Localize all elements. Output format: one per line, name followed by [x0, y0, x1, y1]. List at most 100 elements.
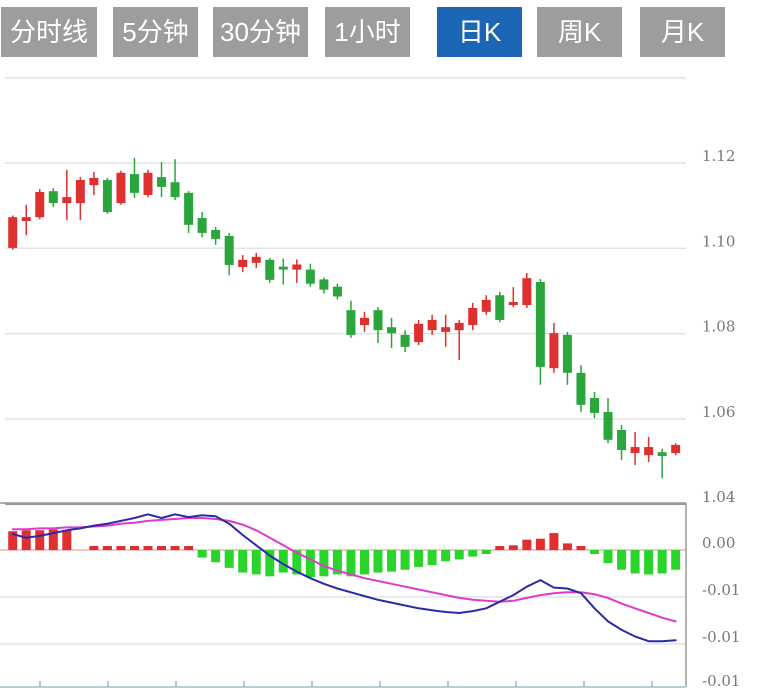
price-pane-grid	[5, 76, 686, 505]
candle-body	[617, 429, 627, 451]
macd-bar	[129, 546, 139, 550]
candle-body	[332, 286, 342, 297]
macd-bar	[468, 550, 478, 557]
macd-bar	[170, 546, 180, 550]
candle-body	[495, 295, 505, 320]
candle-body	[265, 259, 275, 280]
tab-timeline[interactable]: 分时线	[1, 7, 97, 57]
macd-bar	[48, 529, 58, 550]
candle-body	[535, 281, 545, 367]
macd-bar	[562, 543, 572, 550]
candle-body	[359, 317, 369, 326]
macd-bar	[617, 550, 627, 570]
macd-bar	[495, 546, 505, 550]
price-axis-label: 1.12	[702, 147, 735, 165]
macd-bar	[373, 550, 383, 573]
macd-bar	[197, 550, 207, 558]
candle-body	[278, 266, 288, 270]
macd-bar	[265, 550, 275, 577]
macd-bar	[292, 550, 302, 575]
price-axis-labels: 1.12 1.10 1.08 1.06 1.04	[702, 147, 735, 506]
candle-body	[170, 182, 180, 198]
macd-bar	[278, 550, 288, 573]
candle-body	[48, 191, 58, 204]
macd-bar	[603, 550, 613, 564]
candle-body	[292, 264, 302, 270]
candle-body	[387, 327, 397, 334]
candle-body	[184, 192, 194, 225]
candle-body	[89, 177, 99, 186]
macd-bar	[8, 531, 18, 550]
macd-bar	[427, 550, 437, 566]
macd-axis-label: -0.01	[702, 672, 740, 690]
macd-bar	[522, 539, 532, 550]
macd-bar	[644, 550, 654, 575]
candle-body	[657, 452, 667, 457]
macd-bar	[102, 546, 112, 550]
candle-body	[251, 256, 261, 263]
candle-body	[576, 372, 586, 405]
candle-body	[373, 310, 383, 331]
candle-body	[630, 447, 640, 454]
macd-bar	[224, 550, 234, 568]
macd-bar	[332, 550, 342, 575]
macd-bar	[238, 550, 248, 573]
macd-bar	[251, 550, 261, 575]
macd-axis-labels: 0.00 -0.01 -0.01 -0.01	[702, 534, 740, 690]
price-axis-label: 1.04	[702, 488, 735, 506]
macd-bar	[481, 550, 491, 554]
tab-5min[interactable]: 5分钟	[113, 7, 198, 57]
candlestick-series	[8, 157, 681, 479]
candle-body	[414, 323, 424, 343]
tab-monthly-k[interactable]: 月K	[640, 7, 725, 57]
candle-body	[549, 333, 559, 369]
candle-body	[211, 229, 221, 239]
candle-body	[21, 217, 31, 222]
macd-bar	[549, 533, 559, 550]
dif-line	[11, 513, 677, 643]
tab-daily-k[interactable]: 日K	[437, 7, 522, 57]
macd-bar	[319, 550, 329, 577]
candle-body	[562, 334, 572, 373]
candle-body	[197, 218, 207, 233]
candle-body	[603, 412, 613, 440]
macd-bar	[359, 550, 369, 575]
candle-body	[62, 197, 72, 204]
tab-weekly-k[interactable]: 周K	[537, 7, 622, 57]
tab-30min[interactable]: 30分钟	[213, 7, 308, 57]
candle-body	[305, 269, 315, 284]
macd-bar	[454, 550, 464, 560]
macd-bar	[387, 550, 397, 572]
macd-bar	[89, 546, 99, 550]
candle-body	[35, 192, 45, 218]
macd-axis-label: -0.01	[702, 628, 740, 646]
period-toolbar: 分时线 5分钟 30分钟 1小时 日K 周K 月K	[0, 0, 764, 60]
candle-body	[346, 310, 356, 335]
price-axis-label: 1.08	[702, 318, 735, 336]
macd-bar	[630, 550, 640, 574]
macd-bar	[62, 530, 72, 550]
macd-bar	[671, 550, 681, 570]
macd-bar	[535, 538, 545, 550]
candle-body	[143, 172, 153, 195]
candle-body	[75, 180, 85, 204]
macd-bar	[157, 546, 167, 550]
candle-body	[427, 319, 437, 331]
candle-body	[481, 299, 491, 312]
tab-1hour[interactable]: 1小时	[325, 7, 410, 57]
macd-bar	[441, 550, 451, 562]
macd-pane-grid	[0, 502, 687, 687]
macd-bar	[21, 530, 31, 550]
candle-body	[589, 398, 599, 413]
candle-body	[468, 308, 478, 326]
dea-line	[11, 517, 677, 623]
macd-bar	[184, 546, 194, 550]
candle-body	[116, 172, 126, 204]
candle-body	[644, 447, 654, 456]
candle-body	[319, 279, 329, 290]
macd-bar	[35, 530, 45, 550]
candle-body	[129, 174, 139, 193]
candle-body	[238, 259, 248, 268]
candle-body	[441, 327, 451, 332]
